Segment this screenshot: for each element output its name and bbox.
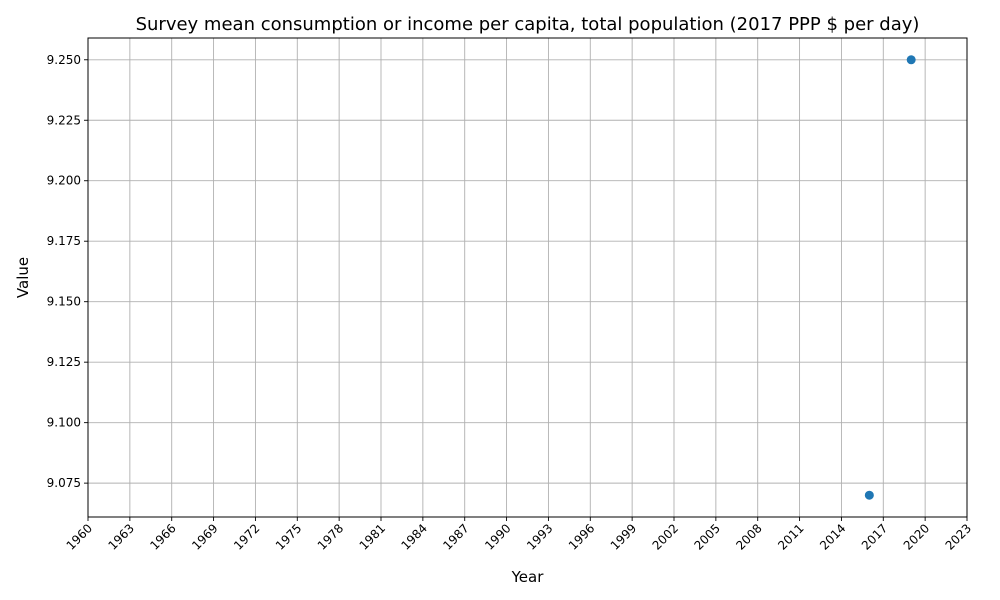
y-tick-label: 9.075 [47,476,81,490]
x-tick-label: 1981 [357,521,388,552]
y-tick-label: 9.200 [47,174,81,188]
y-tick-label: 9.175 [47,234,81,248]
tick-layer: 1960 1963 1966 1969 1972 1975 1978 1981 1984 1987… [47,53,974,553]
x-tick-label: 2017 [859,521,890,552]
x-axis-label: Year [511,568,545,586]
x-tick-label: 1972 [231,521,262,552]
data-point [864,490,874,500]
x-tick-label: 2002 [650,521,681,552]
y-tick-label: 9.250 [47,53,81,67]
x-tick-label: 1975 [273,521,304,552]
grid-layer [87,38,968,517]
x-tick-label: 1960 [64,521,95,552]
x-tick-label: 1993 [524,521,555,552]
x-tick-label: 1984 [398,521,429,552]
y-axis-label: Value [14,257,32,298]
x-tick-label: 2011 [775,521,806,552]
x-tick-label: 2014 [817,521,848,552]
y-tick-label: 9.225 [47,113,81,127]
x-tick-label: 2005 [691,521,722,552]
x-tick-label: 1996 [566,521,597,552]
x-tick-label: 1963 [105,521,136,552]
x-tick-label: 1990 [482,521,513,552]
point-layer [864,55,916,500]
x-tick-label: 1987 [440,521,471,552]
data-point [906,55,916,65]
y-tick-label: 9.150 [47,295,81,309]
chart-title: Survey mean consumption or income per ca… [136,14,920,35]
x-tick-label: 1966 [147,521,178,552]
x-tick-label: 2008 [733,521,764,552]
y-tick-label: 9.125 [47,355,81,369]
x-tick-label: 2023 [943,521,974,552]
x-tick-label: 1969 [189,521,220,552]
x-tick-label: 2020 [901,521,932,552]
x-tick-label: 1999 [608,521,639,552]
plot-frame [87,37,968,518]
x-tick-label: 1978 [315,521,346,552]
y-tick-label: 9.100 [47,416,81,430]
